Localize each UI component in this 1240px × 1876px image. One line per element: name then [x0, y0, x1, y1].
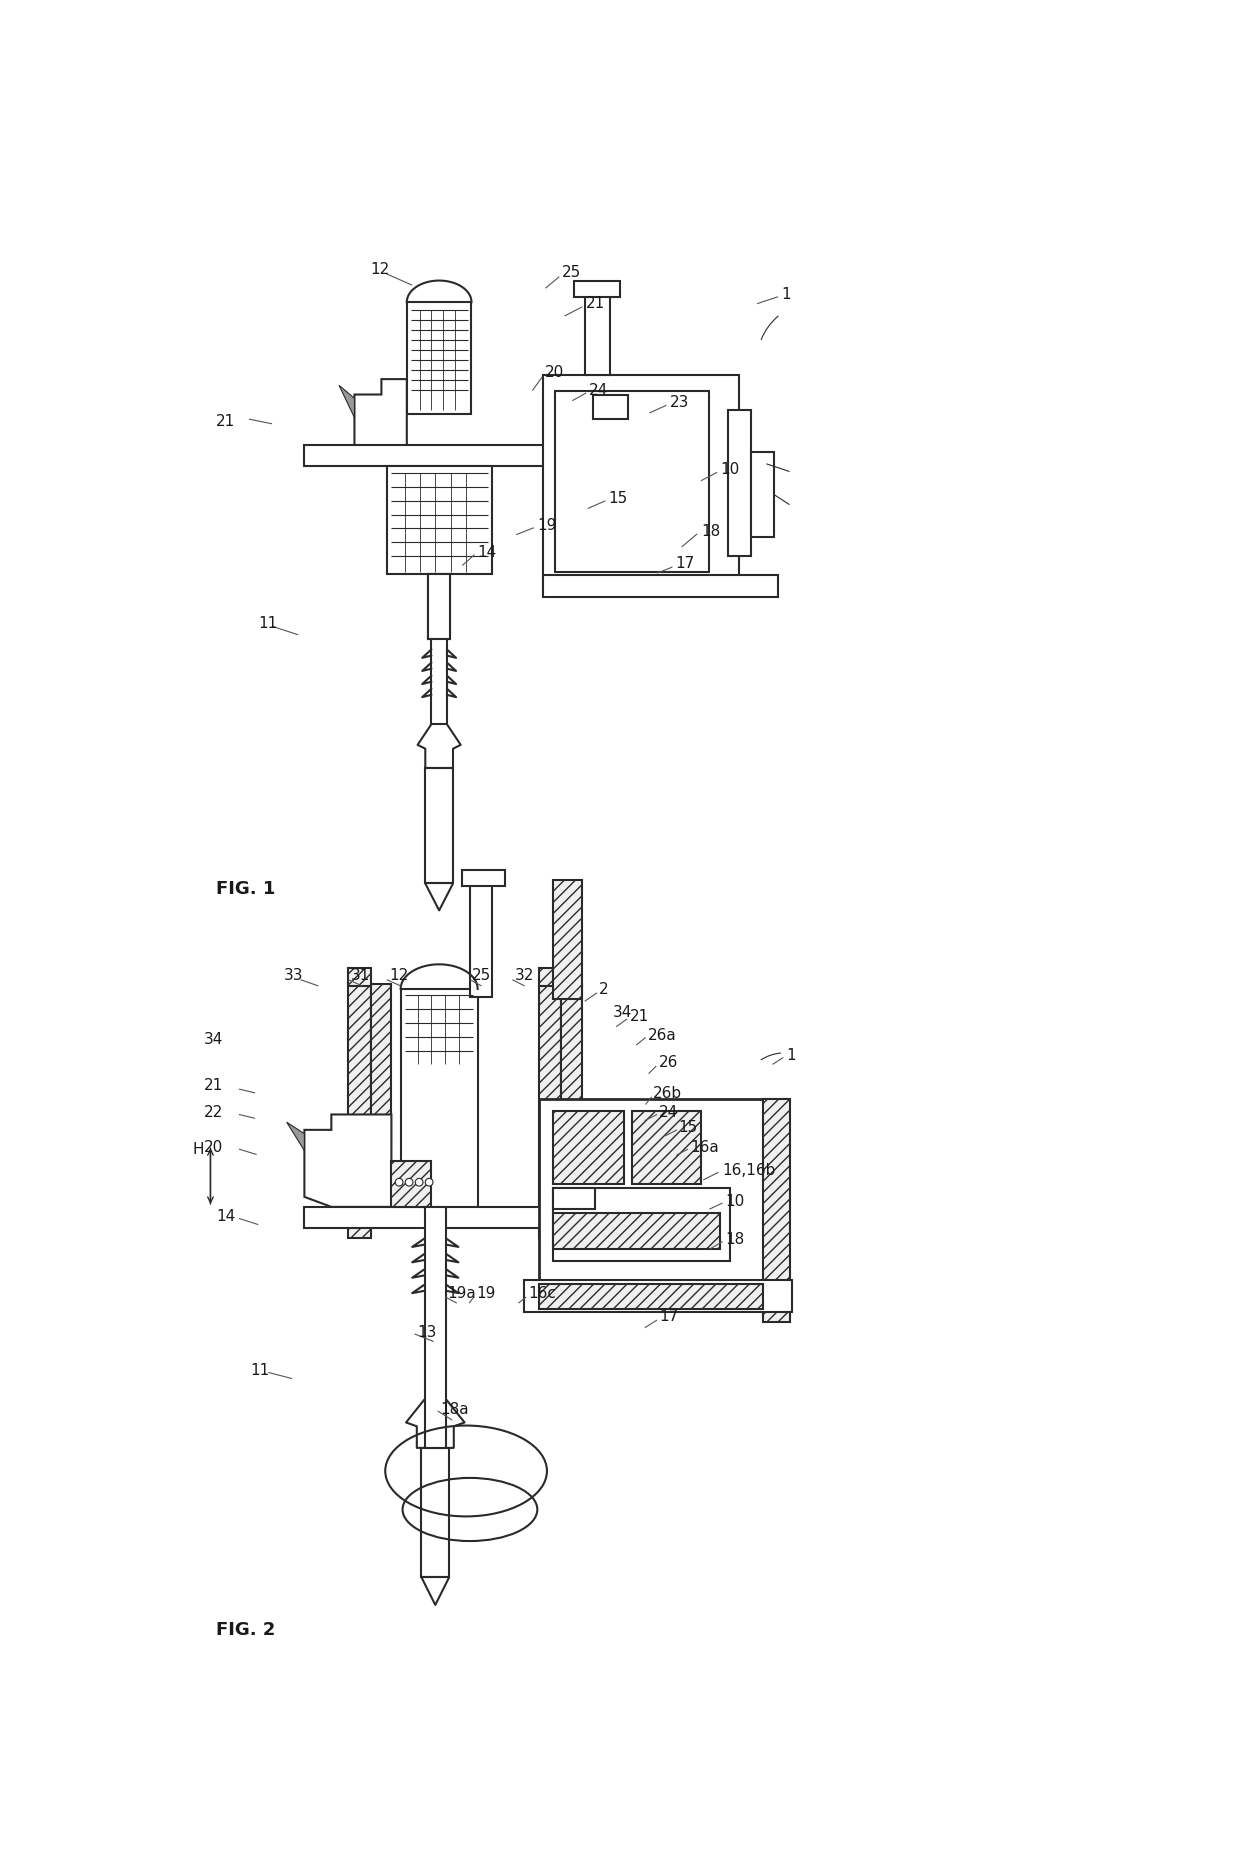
- Polygon shape: [631, 1111, 701, 1184]
- Text: 12: 12: [370, 263, 389, 278]
- Text: 19: 19: [537, 518, 557, 533]
- Text: 2: 2: [599, 983, 609, 998]
- Polygon shape: [372, 983, 392, 1144]
- Text: 26b: 26b: [653, 1086, 682, 1101]
- Polygon shape: [339, 385, 355, 418]
- Text: 33: 33: [284, 968, 303, 983]
- Text: 21: 21: [630, 1009, 650, 1024]
- Text: 14: 14: [216, 1210, 236, 1225]
- Polygon shape: [407, 302, 471, 415]
- Polygon shape: [463, 870, 505, 885]
- Polygon shape: [355, 379, 407, 463]
- Text: 17: 17: [660, 1309, 678, 1324]
- Text: 19a: 19a: [448, 1287, 476, 1302]
- Polygon shape: [286, 1122, 304, 1150]
- Polygon shape: [425, 767, 453, 884]
- Polygon shape: [387, 465, 491, 574]
- Polygon shape: [560, 983, 582, 1144]
- Text: 15: 15: [609, 492, 627, 507]
- Text: 34: 34: [613, 1004, 632, 1019]
- Text: 16a: 16a: [691, 1141, 719, 1156]
- Text: 18a: 18a: [440, 1401, 469, 1416]
- Polygon shape: [401, 989, 477, 1216]
- Text: 34: 34: [205, 1032, 223, 1047]
- Text: 18: 18: [725, 1233, 744, 1248]
- Polygon shape: [348, 983, 372, 1238]
- Polygon shape: [304, 1114, 392, 1206]
- Text: 26: 26: [658, 1056, 678, 1071]
- Polygon shape: [428, 574, 450, 640]
- Text: 20: 20: [205, 1141, 223, 1156]
- Text: 26a: 26a: [647, 1028, 677, 1043]
- Polygon shape: [539, 1099, 763, 1279]
- Polygon shape: [428, 574, 450, 640]
- Text: 19: 19: [476, 1287, 496, 1302]
- Polygon shape: [554, 390, 708, 572]
- Text: 1: 1: [786, 1047, 796, 1062]
- Text: 21: 21: [585, 296, 605, 311]
- Text: 13: 13: [417, 1324, 436, 1339]
- Circle shape: [405, 1178, 413, 1186]
- Polygon shape: [728, 411, 751, 555]
- Text: 25: 25: [472, 968, 491, 983]
- Text: 16c: 16c: [528, 1287, 557, 1302]
- Text: 16,16b: 16,16b: [723, 1163, 776, 1178]
- Text: FIG. 1: FIG. 1: [216, 880, 275, 899]
- Polygon shape: [539, 968, 560, 987]
- Text: 14: 14: [477, 544, 497, 559]
- Text: 12: 12: [389, 968, 408, 983]
- Text: 11: 11: [250, 1364, 270, 1379]
- Polygon shape: [574, 281, 620, 298]
- Text: 31: 31: [351, 968, 370, 983]
- Polygon shape: [539, 1283, 763, 1309]
- Polygon shape: [553, 1111, 624, 1184]
- Text: 32: 32: [515, 968, 534, 983]
- Text: 24: 24: [589, 383, 609, 398]
- Text: 17: 17: [676, 557, 694, 572]
- Polygon shape: [553, 1214, 720, 1249]
- Polygon shape: [424, 1206, 446, 1557]
- Polygon shape: [553, 1188, 730, 1261]
- Text: 22: 22: [205, 1105, 223, 1120]
- Polygon shape: [751, 452, 774, 537]
- Polygon shape: [422, 1448, 449, 1578]
- Text: 10: 10: [720, 463, 739, 478]
- Text: 20: 20: [544, 366, 564, 381]
- Polygon shape: [392, 1161, 432, 1206]
- Text: 21: 21: [205, 1079, 223, 1094]
- Polygon shape: [348, 968, 372, 987]
- Polygon shape: [543, 375, 739, 595]
- Text: 10: 10: [725, 1193, 744, 1208]
- Polygon shape: [470, 884, 491, 998]
- Polygon shape: [543, 576, 777, 597]
- Polygon shape: [763, 1099, 790, 1323]
- Text: 23: 23: [670, 394, 689, 409]
- Polygon shape: [304, 1206, 651, 1229]
- Text: 21: 21: [216, 415, 236, 430]
- Polygon shape: [585, 287, 610, 375]
- Text: 1: 1: [781, 287, 791, 302]
- Text: 15: 15: [678, 1120, 698, 1135]
- Text: 24: 24: [658, 1105, 678, 1120]
- Polygon shape: [593, 394, 627, 418]
- Circle shape: [415, 1178, 423, 1186]
- Polygon shape: [523, 1279, 792, 1313]
- Text: 25: 25: [563, 265, 582, 280]
- Text: FIG. 2: FIG. 2: [216, 1621, 275, 1640]
- Circle shape: [396, 1178, 403, 1186]
- Circle shape: [425, 1178, 433, 1186]
- Text: H: H: [192, 1142, 203, 1157]
- Polygon shape: [432, 640, 446, 724]
- Polygon shape: [304, 445, 635, 465]
- Text: 18: 18: [701, 523, 720, 538]
- Polygon shape: [553, 880, 582, 1000]
- Polygon shape: [553, 1188, 595, 1210]
- Polygon shape: [539, 983, 560, 1238]
- Text: 11: 11: [258, 617, 278, 632]
